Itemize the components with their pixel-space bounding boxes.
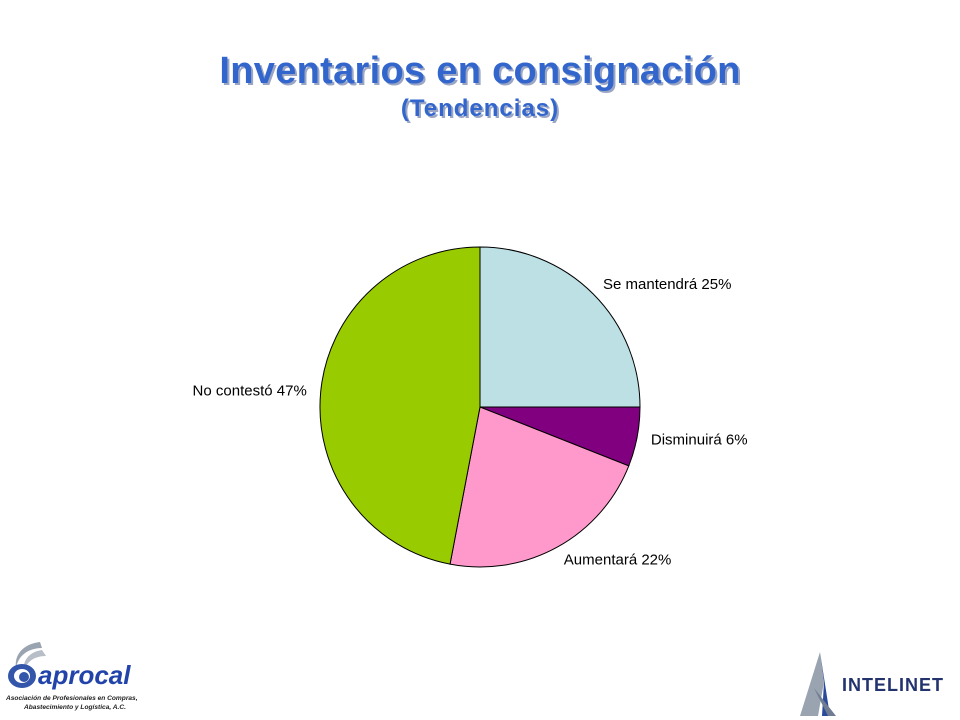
- pie-slice-aumentara: [449, 406, 630, 568]
- pie-label-no-contesto: No contestó 47%: [193, 383, 307, 400]
- pie-slice-no-contesto: [319, 246, 481, 565]
- aprocal-logo: aprocal Asociación de Profesionales en C…: [5, 642, 138, 711]
- aprocal-emblem-icon: [8, 642, 46, 688]
- pie-label-aumentara: Aumentará 22%: [564, 552, 672, 569]
- intelinet-emblem-icon: [800, 652, 836, 716]
- pie-slices: [319, 246, 641, 568]
- pie-label-se-mantendra: Se mantendrá 25%: [603, 276, 731, 293]
- intelinet-wordmark: INTELINET: [842, 675, 944, 695]
- intelinet-logo: INTELINET: [800, 652, 944, 716]
- page-title: Inventarios en consignación: [219, 50, 741, 92]
- pie-labels: Se mantendrá 25% Disminuirá 6% Aumentará 2…: [193, 276, 748, 569]
- aprocal-tagline-1: Asociación de Profesionales en Compras,: [5, 695, 138, 702]
- pie-label-disminuira: Disminuirá 6%: [651, 432, 748, 449]
- title-block: Inventarios en consignación (Tendencias): [0, 48, 960, 124]
- pie-slice-se-mantendra: [479, 246, 641, 408]
- page-subtitle: (Tendencias): [400, 95, 560, 122]
- aprocal-tagline-2: Abastecimiento y Logística, A.C.: [23, 704, 126, 711]
- aprocal-wordmark: aprocal: [38, 660, 131, 690]
